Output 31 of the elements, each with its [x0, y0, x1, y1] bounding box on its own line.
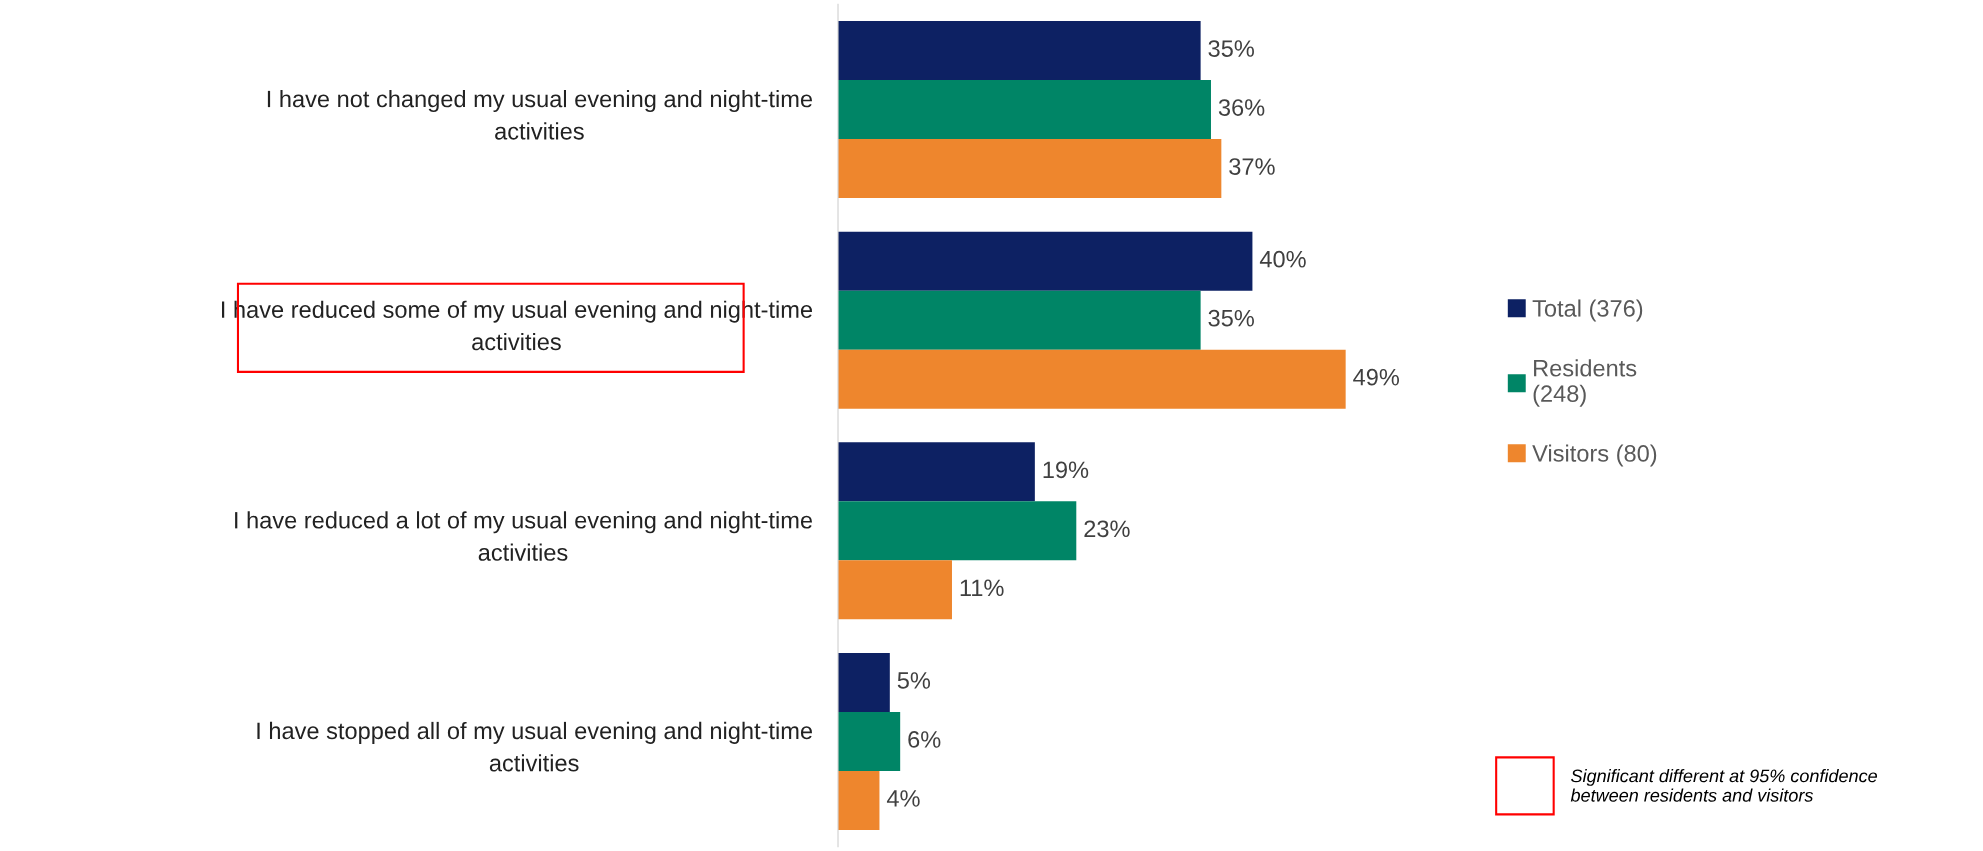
- y-tick-label: I have reduced a lot of my usual evening and night-time activities: [235, 511, 813, 561]
- bar: [838, 501, 1077, 561]
- bar: [838, 442, 1035, 502]
- data-label: 19%: [1043, 461, 1089, 479]
- data-label: 5%: [897, 672, 931, 689]
- data-label: 35%: [1208, 309, 1254, 327]
- data-label: 11%: [960, 579, 1004, 597]
- data-label: 40%: [1259, 250, 1306, 268]
- data-label: 35%: [1208, 40, 1254, 57]
- bar: [838, 80, 1211, 140]
- legend-label: Total (376): [1532, 299, 1643, 322]
- bar: [838, 349, 1346, 409]
- bar: [838, 652, 890, 712]
- bar: [838, 21, 1201, 81]
- text: Significant different at 95% confidence between residents and visitors: [1570, 769, 1877, 802]
- data-label: 6%: [908, 731, 941, 748]
- bar: [838, 560, 952, 620]
- data-label: 36%: [1218, 99, 1265, 116]
- data-label: 37%: [1229, 158, 1275, 175]
- legend-label: Visitors (80): [1532, 444, 1657, 467]
- data-label: 23%: [1084, 520, 1130, 538]
- data-label: 49%: [1353, 368, 1400, 386]
- data-label: 4%: [886, 790, 920, 807]
- bar: [838, 231, 1253, 291]
- y-tick-label: I have stopped all of my usual evening and night-time activities: [257, 721, 813, 772]
- bar: [838, 290, 1201, 350]
- y-tick-label: I have not changed my usual evening and night-time activities: [267, 90, 813, 140]
- legend-label: Residents (248): [1533, 359, 1637, 407]
- bar: [838, 139, 1222, 199]
- bar: [838, 711, 901, 771]
- bar: [838, 770, 880, 830]
